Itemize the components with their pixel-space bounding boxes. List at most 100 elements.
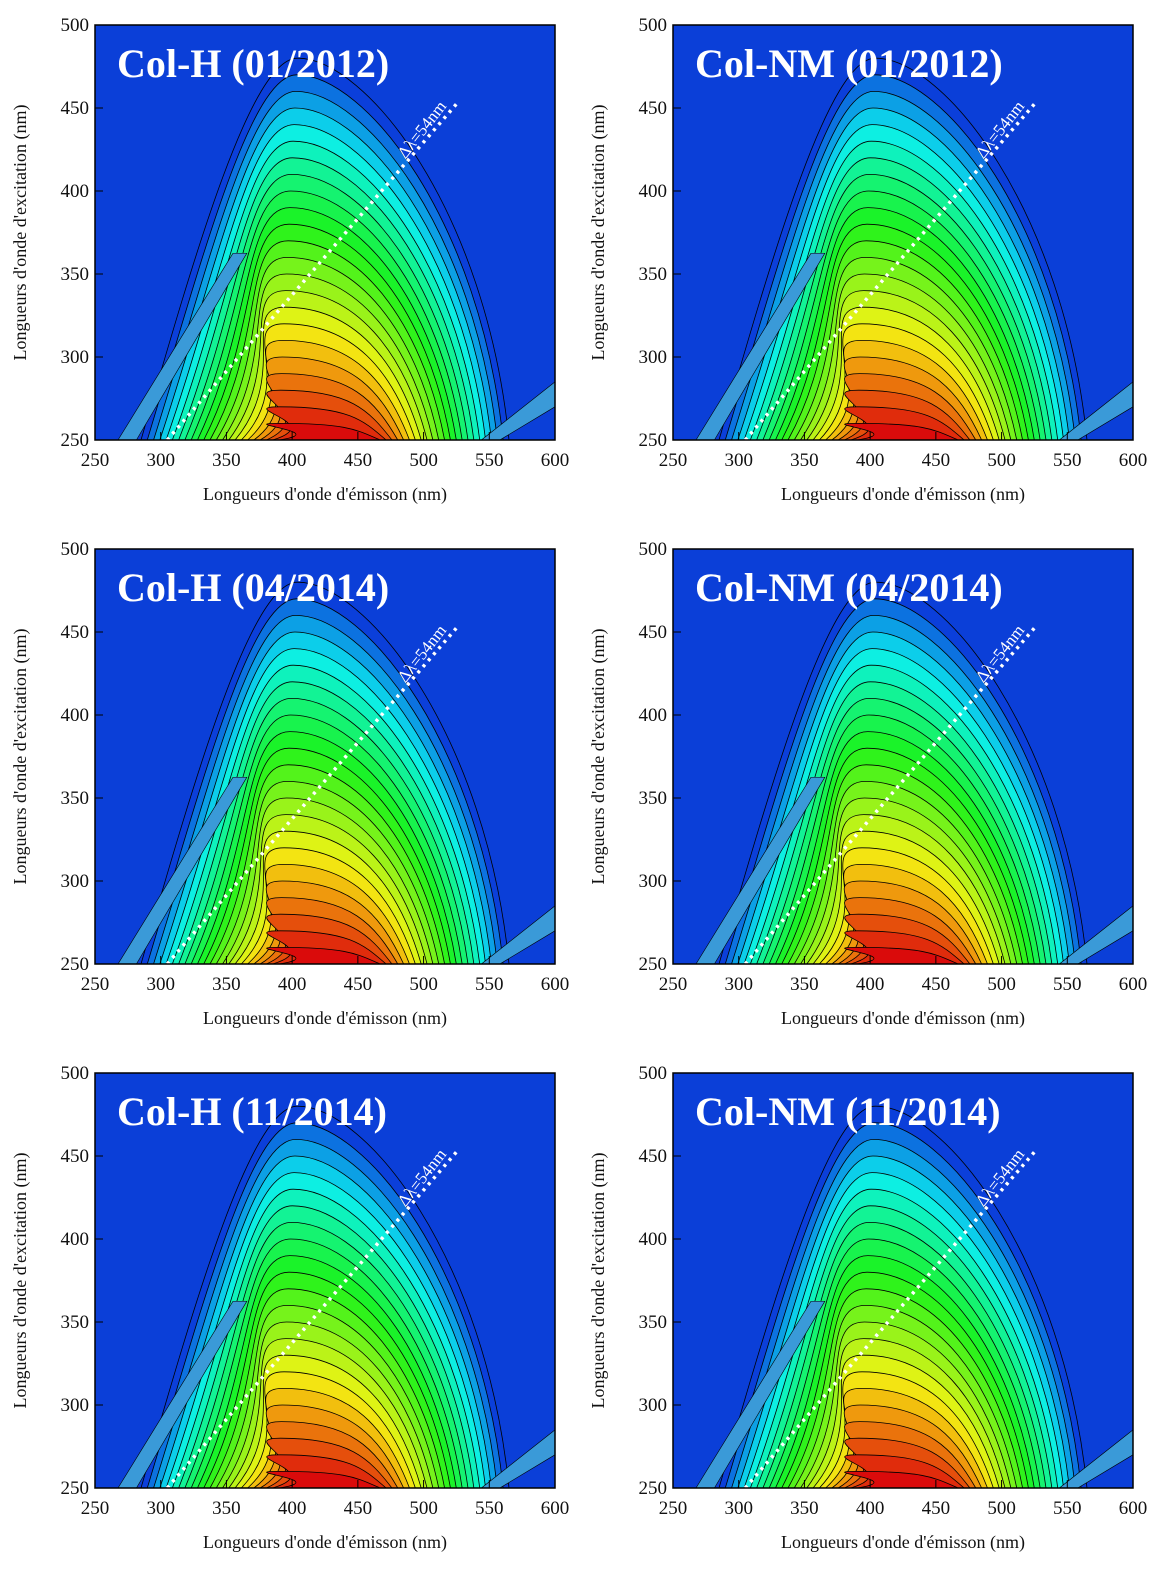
contour-level (266, 422, 381, 441)
x-tick-label: 400 (278, 450, 307, 471)
y-axis-label: Longueurs d'onde d'excitation (nm) (10, 105, 31, 361)
plot-frame (94, 548, 556, 965)
chart-title: Col-NM (11/2014) (695, 1089, 1001, 1134)
y-tick-label: 350 (61, 1312, 90, 1333)
plot-frame (94, 1072, 556, 1489)
plot-frame (672, 1072, 1134, 1489)
y-tick-label: 500 (61, 539, 90, 560)
x-tick-label: 400 (278, 974, 307, 995)
y-tick-label: 450 (61, 98, 90, 119)
y-tick-label: 500 (61, 15, 90, 36)
x-tick-label: 400 (856, 974, 885, 995)
y-tick-label: 450 (61, 1146, 90, 1167)
x-tick-label: 600 (1119, 974, 1148, 995)
x-tick-label: 300 (724, 1498, 753, 1519)
x-tick-label: 500 (987, 450, 1016, 471)
y-tick-label: 250 (639, 430, 668, 451)
delta-line (165, 1150, 458, 1490)
x-tick-label: 400 (856, 1498, 885, 1519)
y-axis-label: Longueurs d'onde d'excitation (nm) (10, 1153, 31, 1409)
x-tick-label: 600 (1119, 450, 1148, 471)
x-axis-label: Longueurs d'onde d'émisson (nm) (781, 484, 1025, 505)
chart-title: Col-NM (01/2012) (695, 41, 1003, 86)
y-axis-label: Longueurs d'onde d'excitation (nm) (588, 629, 609, 885)
x-tick-label: 600 (541, 974, 570, 995)
x-tick-label: 550 (1053, 1498, 1082, 1519)
x-tick-label: 500 (409, 450, 438, 471)
y-tick-label: 400 (639, 1229, 668, 1250)
contour-level (844, 1470, 959, 1489)
x-axis-label: Longueurs d'onde d'émisson (nm) (203, 1532, 447, 1553)
y-tick-label: 450 (639, 622, 668, 643)
y-tick-label: 450 (639, 98, 668, 119)
y-tick-label: 450 (639, 1146, 668, 1167)
y-tick-label: 400 (639, 181, 668, 202)
x-tick-label: 350 (790, 450, 819, 471)
x-tick-label: 450 (922, 450, 951, 471)
y-tick-label: 250 (61, 1478, 90, 1499)
x-tick-label: 550 (1053, 450, 1082, 471)
x-tick-label: 300 (724, 974, 753, 995)
y-tick-label: 300 (61, 871, 90, 892)
y-tick-label: 300 (61, 347, 90, 368)
plot-frame (94, 24, 556, 441)
y-tick-label: 300 (639, 1395, 668, 1416)
x-axis-label: Longueurs d'onde d'émisson (nm) (203, 1008, 447, 1029)
x-tick-label: 600 (541, 1498, 570, 1519)
y-axis-label: Longueurs d'onde d'excitation (nm) (588, 105, 609, 361)
y-tick-label: 350 (61, 788, 90, 809)
y-tick-label: 350 (639, 788, 668, 809)
x-tick-label: 550 (475, 1498, 504, 1519)
chart-title: Col-H (04/2014) (117, 565, 389, 610)
x-tick-label: 250 (659, 974, 688, 995)
y-axis-label: Longueurs d'onde d'excitation (nm) (10, 629, 31, 885)
x-tick-label: 250 (81, 450, 110, 471)
x-tick-label: 400 (278, 1498, 307, 1519)
y-tick-label: 350 (639, 1312, 668, 1333)
contour-level (844, 946, 959, 965)
contour-level (844, 422, 959, 441)
x-tick-label: 300 (724, 450, 753, 471)
x-tick-label: 600 (541, 450, 570, 471)
y-tick-label: 300 (639, 347, 668, 368)
y-tick-label: 400 (639, 705, 668, 726)
x-tick-label: 450 (344, 1498, 373, 1519)
chart-title: Col-H (11/2014) (117, 1089, 387, 1134)
y-tick-label: 500 (639, 15, 668, 36)
x-tick-label: 250 (659, 450, 688, 471)
x-tick-label: 400 (856, 450, 885, 471)
y-tick-label: 400 (61, 1229, 90, 1250)
x-axis-label: Longueurs d'onde d'émisson (nm) (781, 1008, 1025, 1029)
y-tick-label: 350 (61, 264, 90, 285)
chart-title: Col-H (01/2012) (117, 41, 389, 86)
chart-title: Col-NM (04/2014) (695, 565, 1003, 610)
x-tick-label: 350 (212, 974, 241, 995)
x-tick-label: 550 (1053, 974, 1082, 995)
x-axis-label: Longueurs d'onde d'émisson (nm) (781, 1532, 1025, 1553)
y-tick-label: 350 (639, 264, 668, 285)
y-tick-label: 400 (61, 181, 90, 202)
x-tick-label: 250 (659, 1498, 688, 1519)
x-tick-label: 450 (922, 974, 951, 995)
x-tick-label: 350 (212, 1498, 241, 1519)
y-tick-label: 400 (61, 705, 90, 726)
delta-line (743, 102, 1036, 442)
y-tick-label: 300 (61, 1395, 90, 1416)
plot-frame (672, 548, 1134, 965)
delta-line (165, 102, 458, 442)
x-tick-label: 450 (922, 1498, 951, 1519)
x-tick-label: 450 (344, 974, 373, 995)
x-tick-label: 550 (475, 450, 504, 471)
x-tick-label: 300 (146, 1498, 175, 1519)
y-tick-label: 250 (61, 954, 90, 975)
y-tick-label: 250 (639, 954, 668, 975)
delta-line (743, 1150, 1036, 1490)
y-tick-label: 300 (639, 871, 668, 892)
x-tick-label: 600 (1119, 1498, 1148, 1519)
